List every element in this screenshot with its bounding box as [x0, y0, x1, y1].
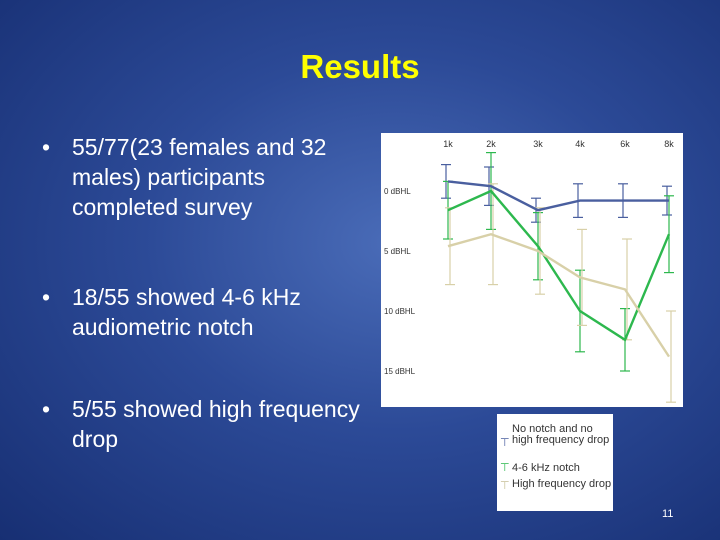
errorbar-icon: ⊤ — [500, 480, 510, 492]
errorbar-icon: ⊤ — [500, 437, 510, 449]
bullet-text: 18/55 showed 4-6 kHz audiometric notch — [72, 284, 301, 340]
x-tick-label: 3k — [533, 139, 543, 149]
bullet-text: 5/55 showed high frequency drop — [72, 396, 360, 452]
bullet-text: 55/77(23 females and 32 males) participa… — [72, 134, 327, 220]
series-line — [447, 189, 671, 342]
bullet-dot: • — [42, 396, 51, 422]
page-number: 11 — [662, 508, 674, 520]
y-tick-label: 0 dBHL — [384, 187, 411, 196]
series-line — [447, 180, 669, 212]
x-tick-label: 2k — [486, 139, 496, 149]
audiogram-svg: 1k 2k 3k 4k 6k 8k 0 dBHL 5 dBHL 10 dBHL 15 dBHL — [384, 139, 676, 403]
x-tick-label: 1k — [443, 139, 453, 149]
chart-legend: ⊤ No notch and no high frequency drop ⊤ … — [497, 414, 613, 511]
x-tick-label: 6k — [620, 139, 630, 149]
errorbar-icon: ⊤ — [500, 462, 510, 474]
x-tick-label: 8k — [664, 139, 674, 149]
legend-label: 4-6 kHz notch — [512, 462, 580, 474]
x-tick-label: 4k — [575, 139, 585, 149]
y-tick-label: 10 dBHL — [384, 307, 416, 316]
legend-label: High frequency drop — [512, 478, 612, 490]
audiogram-chart: 1k 2k 3k 4k 6k 8k 0 dBHL 5 dBHL 10 dBHL 15 dBHL — [381, 133, 683, 407]
y-tick-label: 5 dBHL — [384, 247, 411, 256]
slide-title: Results — [300, 48, 420, 85]
series-line — [447, 232, 671, 358]
legend-label: No notch and no high frequency drop — [512, 423, 610, 446]
bullet-dot: • — [42, 134, 51, 160]
y-tick-label: 15 dBHL — [384, 367, 416, 376]
bullet-dot: • — [42, 284, 51, 310]
